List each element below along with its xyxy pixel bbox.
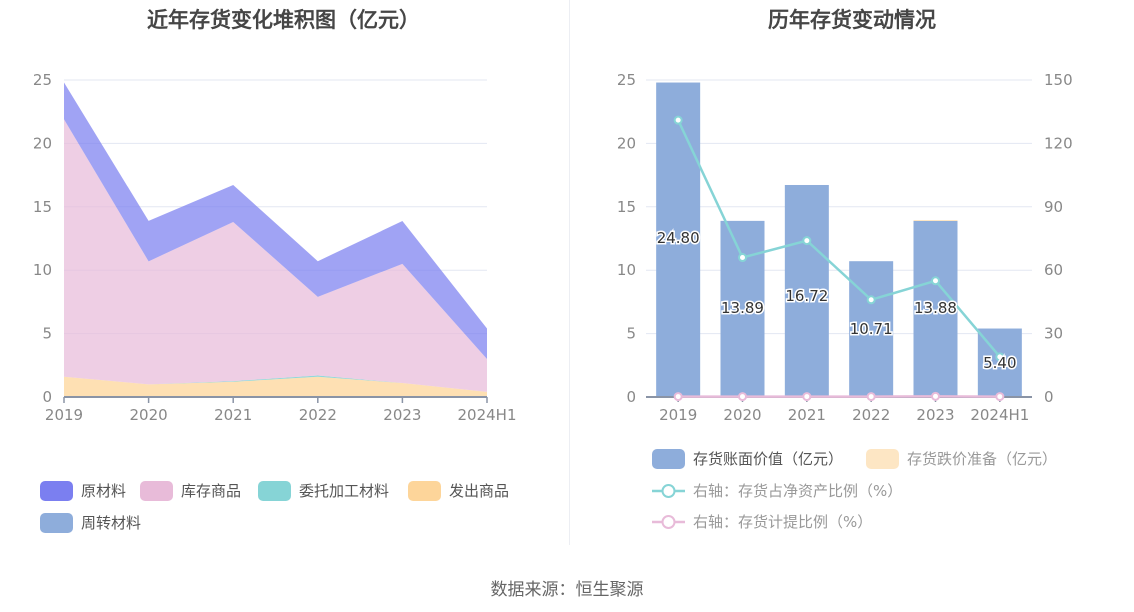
x-tick-label: 2020 <box>130 406 168 424</box>
y-tick-label: 15 <box>33 198 52 216</box>
y-left-tick-label: 15 <box>617 198 636 216</box>
left-legend: 原材料 库存商品 委托加工材料 发出商品周转材料 <box>40 480 560 540</box>
x-tick-label: 2019 <box>659 406 697 424</box>
legend-item[interactable]: 库存商品 <box>140 480 241 501</box>
line-point[interactable] <box>738 392 747 402</box>
line-point[interactable] <box>866 392 876 402</box>
y-left-tick-label: 5 <box>626 325 636 343</box>
line-point[interactable] <box>673 115 683 125</box>
legend-label: 右轴：存货计提比例（%） <box>693 513 873 531</box>
line-point[interactable] <box>931 276 940 286</box>
legend-label: 库存商品 <box>181 482 242 500</box>
area-series <box>64 119 487 392</box>
legend-item[interactable]: 右轴：存货计提比例（%） <box>652 511 872 532</box>
legend-label: 存货账面价值（亿元） <box>693 450 844 468</box>
line-point[interactable] <box>995 392 1005 402</box>
y-right-tick-label: 120 <box>1044 134 1073 152</box>
y-tick-label: 0 <box>42 388 52 406</box>
x-tick-label: 2022 <box>299 406 337 424</box>
legend-swatch <box>408 480 441 501</box>
inventory-bar-line-chart: 0 5 10 15 20 25 0 30 60 90 120 150 2019 2020 2021 2022 2… <box>617 71 1073 424</box>
y-left-tick-label: 20 <box>617 134 636 152</box>
legend-label: 存货跌价准备（亿元） <box>907 450 1058 468</box>
legend-line-marker-icon <box>652 483 685 498</box>
legend-item[interactable]: 存货跌价准备（亿元） <box>866 448 1057 469</box>
legend-label: 原材料 <box>81 482 127 500</box>
legend-swatch <box>40 480 73 501</box>
right-legend: 存货账面价值（亿元） 存货跌价准备（亿元） 右轴：存货占净资产比例（%） 右轴：存货计… <box>652 448 1122 538</box>
legend-swatch <box>40 512 73 533</box>
right-chart-title: 历年存货变动情况 <box>768 8 936 32</box>
y-tick-label: 5 <box>42 325 52 343</box>
line-point[interactable] <box>802 236 812 246</box>
area-series <box>64 375 487 392</box>
line-point[interactable] <box>738 253 747 263</box>
legend-item[interactable]: 存货账面价值（亿元） <box>652 448 843 469</box>
bar-book-value[interactable] <box>849 261 894 397</box>
legend-label: 委托加工材料 <box>299 482 390 500</box>
left-chart-title: 近年存货变化堆积图（亿元） <box>147 8 420 32</box>
x-tick-label: 2023 <box>916 406 954 424</box>
legend-label: 右轴：存货占净资产比例（%） <box>693 482 903 500</box>
y-tick-label: 10 <box>33 261 52 279</box>
legend-swatch <box>140 480 173 501</box>
bar-book-value[interactable] <box>720 220 765 397</box>
x-tick-label: 2022 <box>852 406 890 424</box>
x-tick-label: 2020 <box>723 406 761 424</box>
y-tick-label: 25 <box>33 71 52 89</box>
line-point[interactable] <box>995 352 1005 362</box>
line-point[interactable] <box>802 392 812 402</box>
y-left-tick-label: 0 <box>626 388 636 406</box>
legend-line-marker-icon <box>652 514 685 529</box>
y-left-tick-label: 25 <box>617 71 636 89</box>
legend-item[interactable]: 周转材料 <box>40 512 141 533</box>
bar-impairment[interactable] <box>913 220 958 222</box>
bar-value-label: 24.80 <box>657 229 700 247</box>
x-tick-label: 2021 <box>788 406 826 424</box>
y-right-tick-label: 0 <box>1044 388 1054 406</box>
data-source: 数据来源：恒生聚源 <box>490 580 644 600</box>
bar-value-label: 13.88 <box>914 299 957 317</box>
line-point[interactable] <box>931 391 940 401</box>
legend-swatch <box>652 448 685 469</box>
legend-item[interactable]: 委托加工材料 <box>258 480 389 501</box>
y-right-tick-label: 30 <box>1044 325 1063 343</box>
bar-value-label: 5.40 <box>983 354 1016 372</box>
bar-value-label: 13.89 <box>721 299 764 317</box>
x-tick-label: 2021 <box>214 406 252 424</box>
chart-divider <box>569 0 570 545</box>
line-point[interactable] <box>866 295 876 305</box>
x-tick-label: 2024H1 <box>970 406 1029 424</box>
line-point[interactable] <box>673 392 683 402</box>
y-right-tick-label: 60 <box>1044 261 1063 279</box>
legend-item[interactable]: 右轴：存货占净资产比例（%） <box>652 480 902 501</box>
legend-item[interactable]: 发出商品 <box>408 480 509 501</box>
line-series <box>677 119 1001 358</box>
bar-book-value[interactable] <box>784 184 829 397</box>
x-tick-label: 2019 <box>45 406 83 424</box>
y-tick-label: 20 <box>33 134 52 152</box>
y-right-tick-label: 150 <box>1044 71 1073 89</box>
x-tick-label: 2023 <box>383 406 421 424</box>
bar-value-label: 10.71 <box>850 320 893 338</box>
legend-item[interactable]: 原材料 <box>40 480 126 501</box>
bar-value-label: 16.72 <box>785 287 828 305</box>
y-left-tick-label: 10 <box>617 261 636 279</box>
stacked-area-chart: 0 5 10 15 20 25 2019 2020 2021 2022 2023 2024H1 <box>33 71 517 424</box>
bar-book-value[interactable] <box>656 82 701 397</box>
area-series <box>64 376 487 397</box>
bar-book-value[interactable] <box>913 221 958 397</box>
x-tick-label: 2024H1 <box>458 406 517 424</box>
legend-label: 发出商品 <box>449 482 510 500</box>
legend-label: 周转材料 <box>81 514 142 532</box>
y-right-tick-label: 90 <box>1044 198 1063 216</box>
legend-swatch <box>866 448 899 469</box>
legend-swatch <box>258 480 291 501</box>
